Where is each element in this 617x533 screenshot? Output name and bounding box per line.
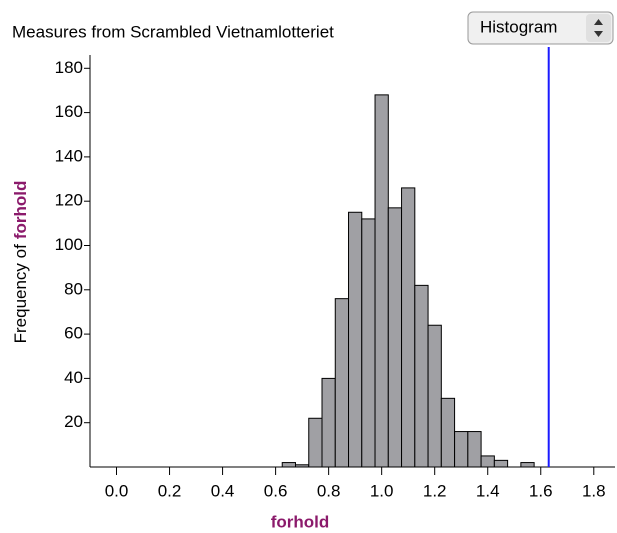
y-tick-label: 120	[55, 191, 83, 210]
chart-title: Measures from Scrambled Vietnamlotteriet	[12, 22, 334, 41]
x-tick-label: 0.0	[105, 481, 129, 500]
x-tick-label: 1.2	[423, 481, 447, 500]
bar	[427, 324, 442, 468]
x-axis-label: forhold	[271, 512, 330, 531]
y-tick-label: 80	[64, 279, 83, 298]
x-tick-label: 1.6	[529, 481, 553, 500]
y-label-variable: forhold	[11, 181, 30, 240]
bar	[401, 187, 416, 468]
y-tick-label: 60	[64, 324, 83, 343]
bar	[467, 431, 482, 468]
x-tick-label: 1.0	[370, 481, 394, 500]
x-tick-label: 0.8	[317, 481, 341, 500]
bar	[387, 207, 403, 468]
menu-button[interactable]: Histogram	[467, 11, 614, 45]
y-label-text: Frequency of	[11, 244, 30, 343]
y-axis-label: Frequency of forhold	[11, 181, 30, 344]
menu-label[interactable]: Histogram	[480, 17, 557, 36]
bar	[520, 462, 535, 468]
x-tick-label: 0.4	[211, 481, 235, 500]
bar	[281, 462, 296, 468]
x-tick-label: 1.8	[582, 481, 606, 500]
bar	[414, 284, 429, 468]
x-tick-label: 0.2	[158, 481, 182, 500]
menu-arrow-box[interactable]	[586, 14, 611, 42]
bar	[348, 211, 363, 468]
y-tick-label: 40	[64, 368, 83, 387]
bar	[454, 431, 469, 468]
y-tick-label: 160	[55, 102, 83, 121]
menu-box[interactable]	[467, 11, 614, 45]
bar	[321, 377, 336, 468]
y-tick-label: 100	[55, 235, 83, 254]
bar	[493, 459, 509, 468]
y-tick-label: 180	[55, 58, 83, 77]
x-tick-label: 0.6	[264, 481, 288, 500]
x-tick-label: 1.4	[476, 481, 500, 500]
bar	[374, 94, 389, 468]
menu-arrows[interactable]	[594, 19, 603, 37]
y-tick-label: 140	[55, 146, 83, 165]
bar	[440, 397, 456, 468]
bar	[361, 218, 376, 468]
bar	[308, 417, 323, 468]
y-tick-label: 20	[64, 412, 83, 431]
bar	[480, 455, 495, 468]
bar	[334, 298, 350, 468]
